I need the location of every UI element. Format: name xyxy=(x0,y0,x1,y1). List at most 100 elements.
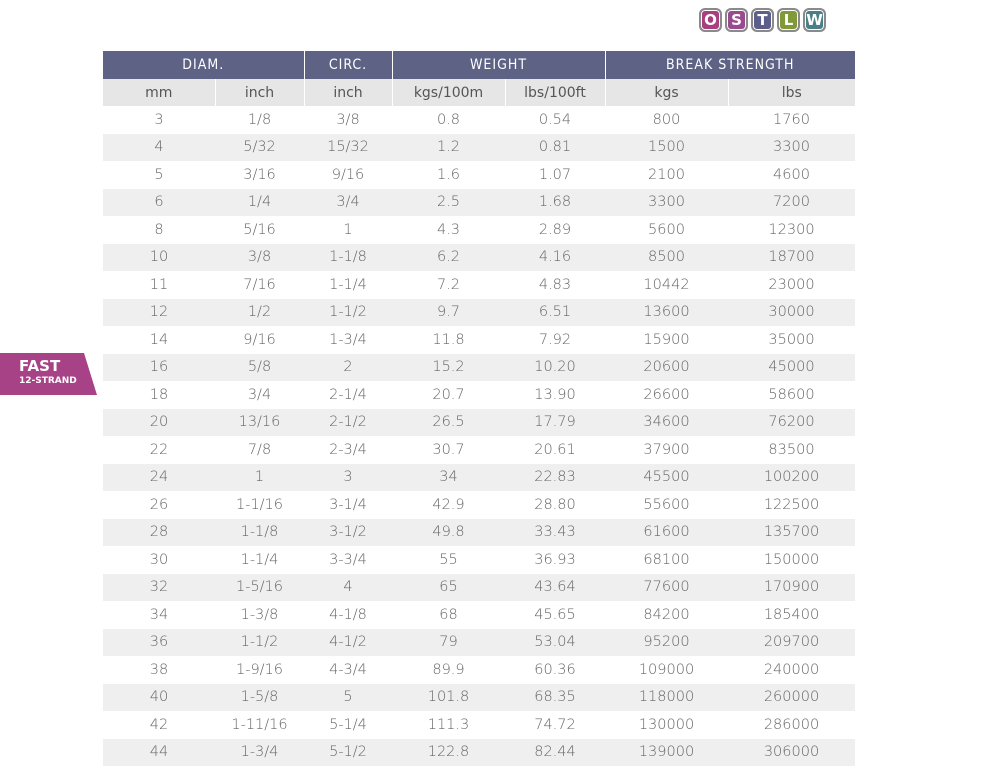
table-cell: 139000 xyxy=(605,738,728,766)
table-cell: 28 xyxy=(103,518,215,546)
table-cell: 43.64 xyxy=(505,573,605,601)
table-cell: 101.8 xyxy=(392,683,505,711)
table-cell: 1-3/8 xyxy=(240,606,279,623)
table-row: 40 1-5/8 5 101.8 68.35 118000 260000 xyxy=(103,683,855,711)
table-cell: 14 xyxy=(149,331,169,348)
table-cell: 3-1/2 xyxy=(304,518,392,546)
table-cell: 58600 xyxy=(768,386,815,403)
table-cell: 36.93 xyxy=(534,551,576,568)
table-cell: 3300 xyxy=(605,188,728,216)
fast-12-strand-tab: FAST 12-STRAND xyxy=(0,353,97,395)
table-cell: 23000 xyxy=(768,276,815,293)
table-cell: 1-9/16 xyxy=(235,661,284,678)
table-cell: 13/16 xyxy=(215,408,304,436)
table-cell: 4-3/4 xyxy=(329,661,367,678)
table-cell: 6.51 xyxy=(505,298,605,326)
table-cell: 30000 xyxy=(728,298,855,326)
table-cell: 4-1/2 xyxy=(304,628,392,656)
table-cell: 5/16 xyxy=(243,221,276,238)
table-cell: 6.2 xyxy=(392,243,505,271)
table-cell: 10442 xyxy=(643,276,690,293)
ostlw-logo: O S T L W xyxy=(699,8,826,32)
group-header-diam: DIAM. xyxy=(103,51,305,79)
table-cell: 1-5/8 xyxy=(215,683,304,711)
table-cell: 5/32 xyxy=(215,133,304,161)
table-cell: 40 xyxy=(103,683,215,711)
table-row: 24 1 3 34 22.83 45500 100200 xyxy=(103,463,855,491)
table-cell: 1-1/4 xyxy=(329,276,367,293)
table-cell: 1/2 xyxy=(215,298,304,326)
group-header-break-strength: BREAK STRENGTH xyxy=(605,51,855,79)
table-cell: 3 xyxy=(304,463,392,491)
table-cell: 4.83 xyxy=(538,276,572,293)
table-cell: 209700 xyxy=(728,628,855,656)
table-cell: 1760 xyxy=(773,111,810,128)
table-cell: 3/4 xyxy=(304,188,392,216)
table-cell: 118000 xyxy=(605,683,728,711)
table-cell: 3-1/4 xyxy=(329,496,367,513)
table-cell: 286000 xyxy=(763,716,820,733)
logo-letter-w: W xyxy=(803,8,826,32)
table-cell: 0.8 xyxy=(436,111,461,128)
table-cell: 34600 xyxy=(605,408,728,436)
table-cell: 1-11/16 xyxy=(231,716,288,733)
table-cell: 4 xyxy=(304,573,392,601)
table-cell: 26 xyxy=(149,496,169,513)
logo-letter-s: S xyxy=(725,8,748,32)
table-cell: 2.89 xyxy=(538,221,572,238)
table-cell: 130000 xyxy=(638,716,695,733)
table-cell: 170900 xyxy=(728,573,855,601)
table-row: 26 1-1/16 3-1/4 42.9 28.80 55600 122500 xyxy=(103,491,855,519)
table-cell: 55 xyxy=(439,551,458,568)
table-cell: 111.3 xyxy=(427,716,470,733)
table-cell: 3/16 xyxy=(243,166,276,183)
table-cell: 76200 xyxy=(728,408,855,436)
table-cell: 4-1/8 xyxy=(329,606,367,623)
table-cell: 150000 xyxy=(763,551,820,568)
table-cell: 82.44 xyxy=(505,738,605,766)
table-cell: 68.35 xyxy=(505,683,605,711)
table-row: 16 5/8 2 15.2 10.20 20600 45000 xyxy=(103,353,855,381)
table-cell: 30 xyxy=(149,551,169,568)
table-cell: 1-3/4 xyxy=(329,331,367,348)
table-row: 20 13/16 2-1/2 26.5 17.79 34600 76200 xyxy=(103,408,855,436)
table-row: 3 1/8 3/8 0.8 0.54 800 1760 xyxy=(103,106,855,134)
table-cell: 9.7 xyxy=(392,298,505,326)
table-row: 30 1-1/4 3-3/4 55 36.93 68100 150000 xyxy=(103,546,855,574)
table-cell: 2.5 xyxy=(392,188,505,216)
table-cell: 7/16 xyxy=(243,276,276,293)
table-row: 32 1-5/16 4 65 43.64 77600 170900 xyxy=(103,573,855,601)
table-cell: 5-1/4 xyxy=(329,716,367,733)
table-cell: 3/8 xyxy=(215,243,304,271)
table-cell: 15.2 xyxy=(392,353,505,381)
table-row: 6 1/4 3/4 2.5 1.68 3300 7200 xyxy=(103,188,855,216)
table-cell: 12300 xyxy=(768,221,815,238)
table-cell: 122500 xyxy=(763,496,820,513)
table-cell: 1-1/16 xyxy=(235,496,284,513)
table-cell: 7200 xyxy=(728,188,855,216)
table-cell: 95200 xyxy=(605,628,728,656)
table-cell: 36 xyxy=(103,628,215,656)
table-row: 4 5/32 15/32 1.2 0.81 1500 3300 xyxy=(103,133,855,161)
table-cell: 1-1/8 xyxy=(304,243,392,271)
table-cell: 5 xyxy=(304,683,392,711)
table-cell: 20600 xyxy=(605,353,728,381)
table-cell: 1-1/8 xyxy=(215,518,304,546)
table-cell: 68 xyxy=(439,606,458,623)
table-cell: 74.72 xyxy=(534,716,576,733)
table-cell: 77600 xyxy=(605,573,728,601)
table-cell: 3/4 xyxy=(247,386,272,403)
table-cell: 2-1/4 xyxy=(329,386,367,403)
table-cell: 33.43 xyxy=(505,518,605,546)
table-cell: 8500 xyxy=(605,243,728,271)
unit-header: mm xyxy=(103,79,216,106)
table-cell: 0.54 xyxy=(538,111,572,128)
table-cell: 185400 xyxy=(763,606,820,623)
table-cell: 1.6 xyxy=(436,166,461,183)
table-cell: 1500 xyxy=(605,133,728,161)
table-cell: 20.7 xyxy=(432,386,465,403)
table-cell: 15900 xyxy=(643,331,690,348)
rope-spec-table: DIAM. CIRC. WEIGHT BREAK STRENGTH mm inc… xyxy=(103,51,855,766)
table-cell: 5/8 xyxy=(215,353,304,381)
table-cell: 42.9 xyxy=(432,496,465,513)
